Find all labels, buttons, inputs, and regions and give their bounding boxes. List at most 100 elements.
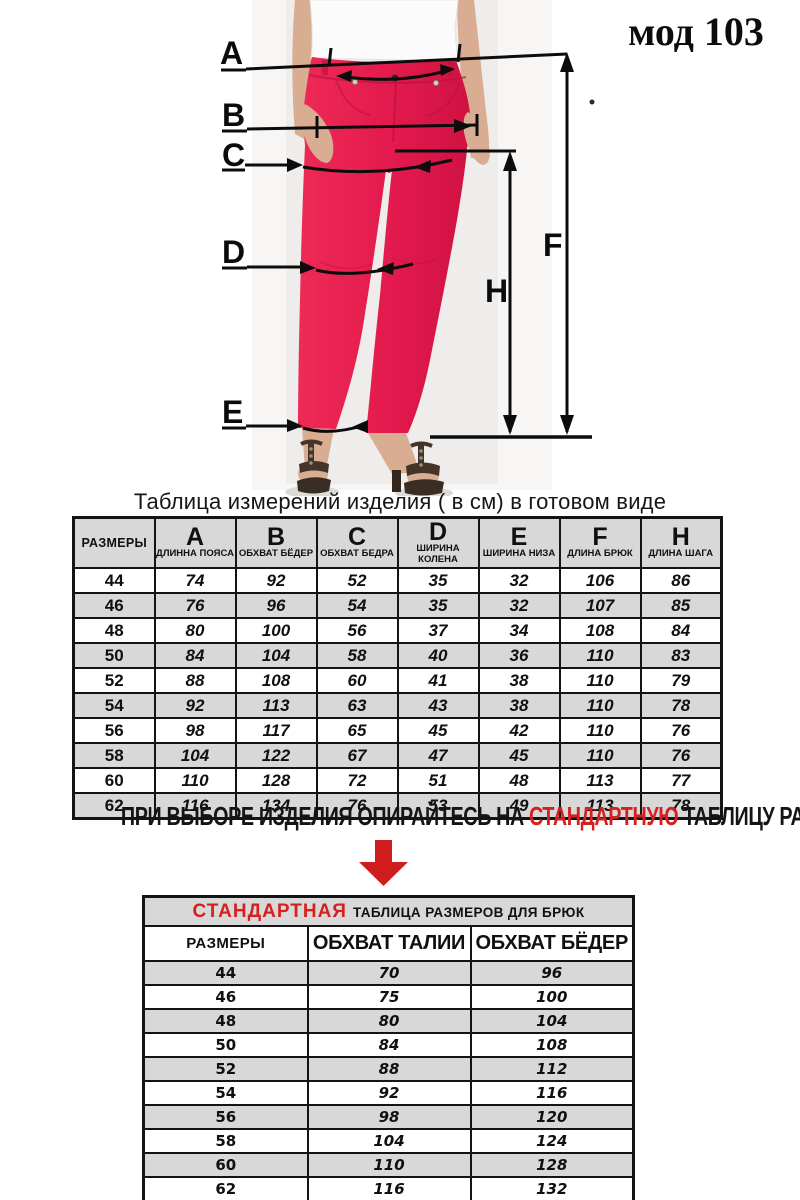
measure-label-h: H bbox=[485, 273, 508, 309]
column-header-e: E ШИРИНА НИЗА bbox=[477, 516, 561, 569]
value-cell: 42 bbox=[477, 717, 561, 744]
table2-title-highlight: СТАНДАРТНАЯ bbox=[192, 900, 347, 922]
column-name: ДЛИНА ШАГА bbox=[648, 548, 714, 560]
value-cell: 76 bbox=[639, 717, 723, 744]
size-cell: 60 bbox=[72, 767, 156, 794]
value-cell: 49 bbox=[477, 792, 561, 820]
waist-cell: 80 bbox=[306, 1008, 472, 1034]
size-cell: 46 bbox=[142, 984, 309, 1010]
size-cell: 46 bbox=[72, 592, 156, 619]
value-cell: 113 bbox=[558, 767, 642, 794]
measurement-arrows bbox=[221, 43, 592, 439]
measure-label-d: D bbox=[222, 234, 245, 270]
column-name: ОБХВАТ БЕДРА bbox=[320, 548, 394, 560]
value-cell: 77 bbox=[639, 767, 723, 794]
size-cell: 60 bbox=[142, 1152, 309, 1178]
pants-rivet bbox=[433, 80, 439, 86]
value-cell: 134 bbox=[234, 792, 318, 820]
value-cell: 53 bbox=[396, 792, 480, 820]
value-cell: 67 bbox=[315, 742, 399, 769]
value-cell: 116 bbox=[153, 792, 237, 820]
left-sandal bbox=[297, 477, 331, 494]
waist-cell: 75 bbox=[306, 984, 472, 1010]
value-cell: 108 bbox=[558, 617, 642, 644]
value-cell: 84 bbox=[153, 642, 237, 669]
value-cell: 84 bbox=[639, 617, 723, 644]
table-row: 46 75 100 bbox=[142, 984, 635, 1010]
value-cell: 122 bbox=[234, 742, 318, 769]
hips-cell: 112 bbox=[469, 1056, 635, 1082]
value-cell: 107 bbox=[558, 592, 642, 619]
value-cell: 36 bbox=[477, 642, 561, 669]
value-cell: 110 bbox=[558, 667, 642, 694]
column-name: ШИРИНА КОЛЕНА bbox=[416, 543, 460, 565]
table-row: 60 110 128 bbox=[142, 1152, 635, 1178]
table-row: 50 84 108 bbox=[142, 1032, 635, 1058]
table2-hips-header: ОБХВАТ БЁДЕР bbox=[469, 925, 635, 962]
waist-cell: 88 bbox=[306, 1056, 472, 1082]
value-cell: 38 bbox=[477, 692, 561, 719]
column-name: ШИРИНА НИЗА bbox=[482, 548, 556, 560]
waist-cell: 84 bbox=[306, 1032, 472, 1058]
value-cell: 76 bbox=[639, 742, 723, 769]
model-number: мод 103 bbox=[628, 9, 764, 54]
size-cell: 54 bbox=[142, 1080, 309, 1106]
value-cell: 108 bbox=[234, 667, 318, 694]
column-letter: C bbox=[347, 523, 367, 552]
value-cell: 110 bbox=[558, 717, 642, 744]
value-cell: 110 bbox=[558, 642, 642, 669]
value-cell: 63 bbox=[315, 692, 399, 719]
product-photo: A B C D E F H мод 103 bbox=[0, 0, 800, 499]
table-row: 48 80 100 56 37 34 108 84 bbox=[72, 617, 723, 644]
standard-sizes-table: СТАНДАРТНАЯ ТАБЛИЦА РАЗМЕРОВ ДЛЯ БРЮК РАЗ… bbox=[142, 895, 635, 1200]
value-cell: 76 bbox=[153, 592, 237, 619]
table-row: 52 88 112 bbox=[142, 1056, 635, 1082]
value-cell: 74 bbox=[153, 567, 237, 594]
waist-cell: 70 bbox=[306, 960, 472, 986]
value-cell: 72 bbox=[315, 767, 399, 794]
table-row: 58 104 124 bbox=[142, 1128, 635, 1154]
value-cell: 56 bbox=[315, 617, 399, 644]
hips-cell: 132 bbox=[469, 1176, 635, 1200]
value-cell: 37 bbox=[396, 617, 480, 644]
model-top bbox=[309, 0, 460, 62]
table-row: 60 110 128 72 51 48 113 77 bbox=[72, 767, 723, 794]
hips-cell: 128 bbox=[469, 1152, 635, 1178]
value-cell: 100 bbox=[234, 617, 318, 644]
column-name: ДЛИНА БРЮК bbox=[567, 548, 633, 560]
value-cell: 32 bbox=[477, 592, 561, 619]
table1-title: Таблица измерений изделия ( в см) в гото… bbox=[133, 489, 667, 514]
value-cell: 110 bbox=[558, 692, 642, 719]
table-row: 54 92 116 bbox=[142, 1080, 635, 1106]
table-row: 44 74 92 52 35 32 106 86 bbox=[72, 567, 723, 594]
down-arrow-icon bbox=[359, 840, 408, 886]
waist-cell: 116 bbox=[306, 1176, 472, 1200]
table-row: 62 116 134 76 53 49 113 78 bbox=[72, 792, 723, 820]
value-cell: 92 bbox=[153, 692, 237, 719]
column-header-h: H ДЛИНА ШАГА bbox=[639, 516, 723, 569]
value-cell: 40 bbox=[396, 642, 480, 669]
size-cell: 44 bbox=[142, 960, 309, 986]
value-cell: 52 bbox=[315, 567, 399, 594]
value-cell: 51 bbox=[396, 767, 480, 794]
value-cell: 113 bbox=[234, 692, 318, 719]
column-letter: H bbox=[671, 523, 690, 552]
column-letter: E bbox=[510, 523, 528, 552]
value-cell: 117 bbox=[234, 717, 318, 744]
waist-cell: 92 bbox=[306, 1080, 472, 1106]
measurements-table: РАЗМЕРЫ A ДЛИННА ПОЯСА B ОБХВАТ БЁДЕР C ОБХ… bbox=[72, 516, 723, 820]
column-header-c: C ОБХВАТ БЕДРА bbox=[315, 516, 399, 569]
value-cell: 106 bbox=[558, 567, 642, 594]
value-cell: 113 bbox=[558, 792, 642, 820]
hips-cell: 108 bbox=[469, 1032, 635, 1058]
table-row: 52 88 108 60 41 38 110 79 bbox=[72, 667, 723, 694]
figure-diagram: A B C D E F H bbox=[220, 0, 595, 499]
size-cell: 56 bbox=[72, 717, 156, 744]
hips-cell: 104 bbox=[469, 1008, 635, 1034]
hips-cell: 96 bbox=[469, 960, 635, 986]
size-cell: 48 bbox=[142, 1008, 309, 1034]
size-cell: 58 bbox=[72, 742, 156, 769]
table2-size-header: РАЗМЕРЫ bbox=[142, 925, 309, 962]
value-cell: 92 bbox=[234, 567, 318, 594]
value-cell: 78 bbox=[639, 692, 723, 719]
